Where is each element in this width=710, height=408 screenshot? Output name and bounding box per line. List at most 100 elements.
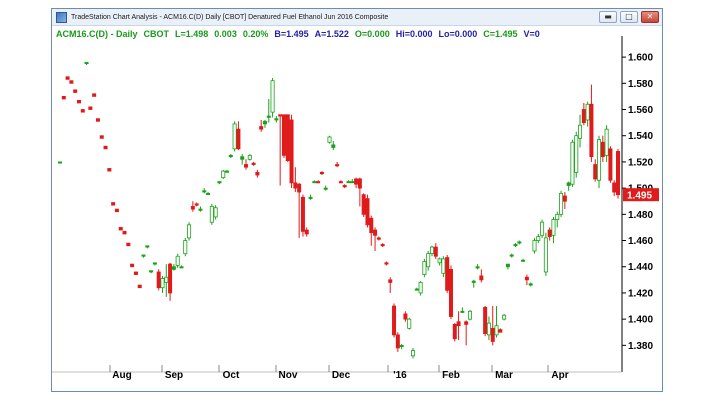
candle-body — [179, 266, 184, 269]
candle-body — [543, 237, 548, 273]
candle-body — [471, 280, 476, 283]
candle-body — [589, 103, 594, 158]
quote-info-line: ACM16.C(D) - Daily CBOT L=1.498 0.003 0.… — [56, 29, 540, 41]
candle-body — [259, 126, 264, 130]
candle-body — [608, 148, 613, 181]
x-tick-label: '16 — [393, 370, 407, 381]
candle-body — [58, 161, 63, 164]
last-price-tag — [623, 188, 659, 202]
y-tick-label: 1.560 — [628, 105, 653, 116]
candle-body — [350, 181, 355, 184]
candle-body — [532, 240, 537, 252]
candle-body — [316, 181, 321, 184]
candle-body — [137, 284, 142, 289]
candle-body — [578, 124, 583, 139]
y-tick-label: 1.440 — [628, 262, 653, 273]
candle-body — [354, 178, 359, 185]
candle-body — [509, 254, 514, 257]
candle-body — [69, 80, 74, 84]
x-tick-label: Mar — [495, 370, 513, 381]
candle-body — [122, 230, 127, 235]
candle-body — [84, 61, 89, 65]
candle-body — [593, 164, 598, 180]
candle-body — [255, 171, 260, 176]
candle-body — [555, 213, 560, 220]
candle-body — [445, 257, 450, 291]
candle-body — [464, 321, 469, 325]
candle-body — [130, 263, 135, 268]
candle-body — [76, 99, 81, 104]
candle-body — [145, 245, 150, 248]
candle-body — [388, 279, 393, 283]
candle-body — [403, 313, 408, 320]
close-button[interactable]: ✕ — [641, 11, 659, 23]
x-tick-label: Sep — [165, 370, 183, 381]
candle-body — [536, 236, 541, 241]
candle-body — [407, 318, 412, 329]
candle-body — [521, 259, 526, 262]
close-price: C=1.495 — [483, 29, 518, 39]
candle-body — [600, 141, 605, 158]
bid-price: B=1.495 — [274, 29, 309, 39]
candle-body — [342, 185, 347, 188]
last-price: L=1.498 — [175, 29, 209, 39]
symbol-label: ACM16.C(D) - Daily — [56, 29, 138, 39]
candle-body — [281, 114, 286, 156]
x-tick-label: Apr — [551, 370, 568, 381]
candle-body — [384, 262, 389, 265]
percent-change: 0.20% — [242, 29, 269, 39]
candle-body — [274, 118, 279, 121]
candle-body — [513, 244, 518, 247]
candle-body — [266, 115, 271, 118]
volume: V=0 — [523, 29, 540, 39]
candle-body — [194, 203, 199, 206]
candle-body — [198, 208, 203, 211]
candle-body — [604, 128, 609, 156]
candle-body — [99, 135, 104, 139]
candle-body — [236, 128, 241, 150]
candle-body — [566, 182, 571, 186]
candle-body — [221, 170, 226, 179]
candle-body — [373, 229, 378, 236]
candle-body — [300, 196, 305, 232]
candle-body — [327, 136, 332, 143]
candle-body — [422, 261, 427, 275]
candle-body — [616, 151, 621, 196]
candle-body — [289, 119, 294, 184]
candle-body — [357, 178, 362, 189]
candle-body — [562, 195, 567, 202]
candle-body — [190, 206, 195, 210]
minimize-button[interactable]: ▬ — [599, 11, 617, 23]
y-tick-label: 1.380 — [628, 341, 653, 352]
candle-body — [111, 202, 116, 206]
candle-body — [168, 263, 173, 294]
candle-body — [323, 187, 328, 190]
candle-body — [467, 310, 472, 320]
title-bar[interactable]: TradeStation Chart Analysis - ACM16.C(D)… — [52, 9, 662, 26]
candle-body — [483, 306, 488, 334]
candle-body — [118, 227, 123, 231]
y-tick-label: 1.600 — [628, 53, 653, 64]
candle-body — [304, 229, 309, 235]
candle-body — [479, 275, 484, 281]
candle-body — [486, 322, 491, 336]
maximize-button[interactable]: □ — [620, 11, 638, 23]
candle-body — [338, 181, 343, 184]
low-price: Lo=0.000 — [438, 29, 478, 39]
candle-body — [524, 276, 529, 281]
candle-body — [240, 156, 245, 160]
candle-body — [540, 221, 545, 236]
candle-body — [395, 334, 400, 349]
candle-body — [376, 237, 381, 240]
candle-body — [319, 171, 324, 175]
candle-body — [232, 123, 237, 150]
candle-body — [278, 114, 283, 117]
candle-body — [217, 181, 222, 184]
candle-body — [392, 305, 397, 336]
x-tick-label: Nov — [279, 370, 298, 381]
candle-body — [171, 266, 176, 270]
candle-body — [448, 268, 453, 317]
candle-body — [547, 229, 552, 238]
candle-body — [95, 118, 100, 122]
